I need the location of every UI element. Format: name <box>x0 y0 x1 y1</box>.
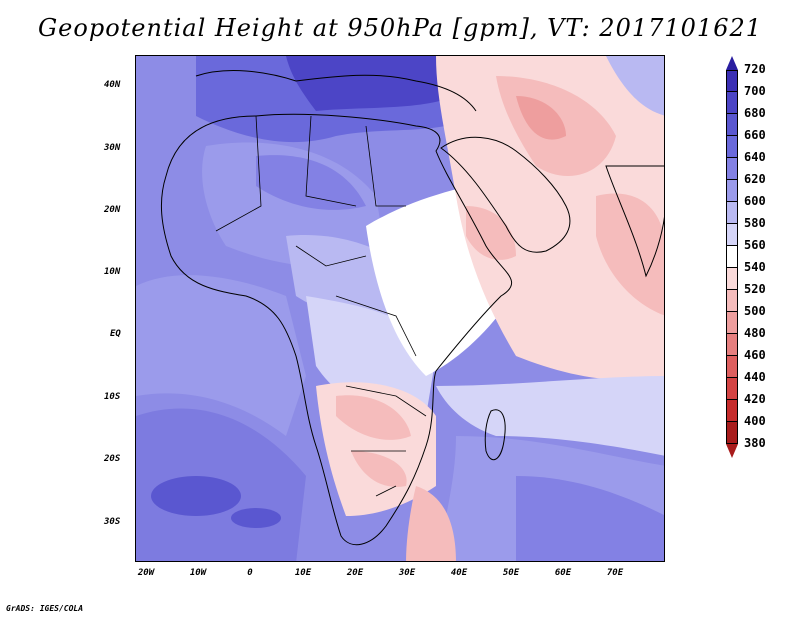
field-mozambique <box>406 486 456 561</box>
colorbar-label: 540 <box>744 260 766 274</box>
field-sahara <box>202 142 386 267</box>
colorbar-label: 680 <box>744 106 766 120</box>
lat-label: 10S <box>104 392 121 402</box>
colorbar-segment <box>726 400 738 422</box>
field-highveld <box>351 451 407 487</box>
colorbar-label: 520 <box>744 282 766 296</box>
field-atlantic-core-2 <box>231 508 281 528</box>
colorbar-segment <box>726 378 738 400</box>
field-caspian <box>606 56 664 116</box>
lat-label: EQ <box>110 329 121 339</box>
lat-label: 20S <box>104 454 121 464</box>
field-med-core <box>286 56 466 111</box>
field-atlantic-core <box>151 476 241 516</box>
country-borders <box>215 115 427 497</box>
colorbar-segment <box>726 202 738 224</box>
colorbar-segment <box>726 70 738 92</box>
madagascar-coastline <box>484 409 506 461</box>
colorbar-label: 380 <box>744 436 766 450</box>
colorbar-label: 700 <box>744 84 766 98</box>
map-title: Geopotential Height at 950hPa [gpm], VT:… <box>38 14 762 42</box>
lon-label: 50E <box>502 568 520 578</box>
colorbar-segment <box>726 114 738 136</box>
colorbar-label: 560 <box>744 238 766 252</box>
colorbar-segment <box>726 334 738 356</box>
colorbar-segment <box>726 422 738 444</box>
colorbar-label: 400 <box>744 414 766 428</box>
colorbar-label: 640 <box>744 150 766 164</box>
lat-label: 40N <box>104 80 121 90</box>
field-south-indian-core <box>516 476 664 561</box>
lon-label: 20E <box>346 568 364 578</box>
colorbar-label: 620 <box>744 172 766 186</box>
lat-label: 30N <box>104 143 121 153</box>
colorbar-label: 500 <box>744 304 766 318</box>
lon-label: 30E <box>398 568 416 578</box>
colorbar-segment <box>726 246 738 268</box>
africa-coastline <box>160 113 513 546</box>
colorbar-label: 440 <box>744 370 766 384</box>
lon-label: 10E <box>294 568 312 578</box>
india-coastline <box>605 165 664 278</box>
field-kalahari <box>336 395 411 440</box>
colorbar-label: 660 <box>744 128 766 142</box>
colorbar-label: 580 <box>744 216 766 230</box>
colorbar-segment <box>726 224 738 246</box>
lat-label: 30S <box>104 517 121 527</box>
colorbar-label: 720 <box>744 62 766 76</box>
colorbar-segment <box>726 136 738 158</box>
map-panel[interactable] <box>135 55 665 562</box>
field-ethiopia-pink <box>466 206 516 260</box>
colorbar-segment <box>726 290 738 312</box>
field-india <box>596 193 664 316</box>
lat-label: 10N <box>104 267 121 277</box>
colorbar-bottom-arrow <box>726 444 738 458</box>
field-sahara-core <box>256 155 366 210</box>
lat-label: 20N <box>104 205 121 215</box>
colorbar-segment <box>726 180 738 202</box>
lon-label: 10W <box>189 568 207 578</box>
field-iran-core <box>516 96 566 140</box>
arabia-coastline <box>440 136 571 253</box>
field-indian-ocean-band <box>436 376 664 456</box>
colorbar-label: 480 <box>744 326 766 340</box>
lon-label: 40E <box>450 568 468 578</box>
colorbar-segment <box>726 312 738 334</box>
lon-label: 20W <box>137 568 155 578</box>
lon-label: 70E <box>606 568 624 578</box>
colorbar-label: 420 <box>744 392 766 406</box>
colorbar-segment <box>726 158 738 180</box>
map-canvas <box>136 56 664 561</box>
footer-credit: GrADS: IGES/COLA <box>6 604 84 613</box>
lon-label: 60E <box>554 568 572 578</box>
colorbar-segment <box>726 92 738 114</box>
colorbar-label: 460 <box>744 348 766 362</box>
colorbar-segment <box>726 356 738 378</box>
lon-label: 0 <box>247 568 253 578</box>
colorbar-label: 600 <box>744 194 766 208</box>
field-atlantic-mid <box>136 275 306 436</box>
europe-coastline <box>195 70 477 112</box>
colorbar-top-arrow <box>726 56 738 70</box>
colorbar-segment <box>726 268 738 290</box>
